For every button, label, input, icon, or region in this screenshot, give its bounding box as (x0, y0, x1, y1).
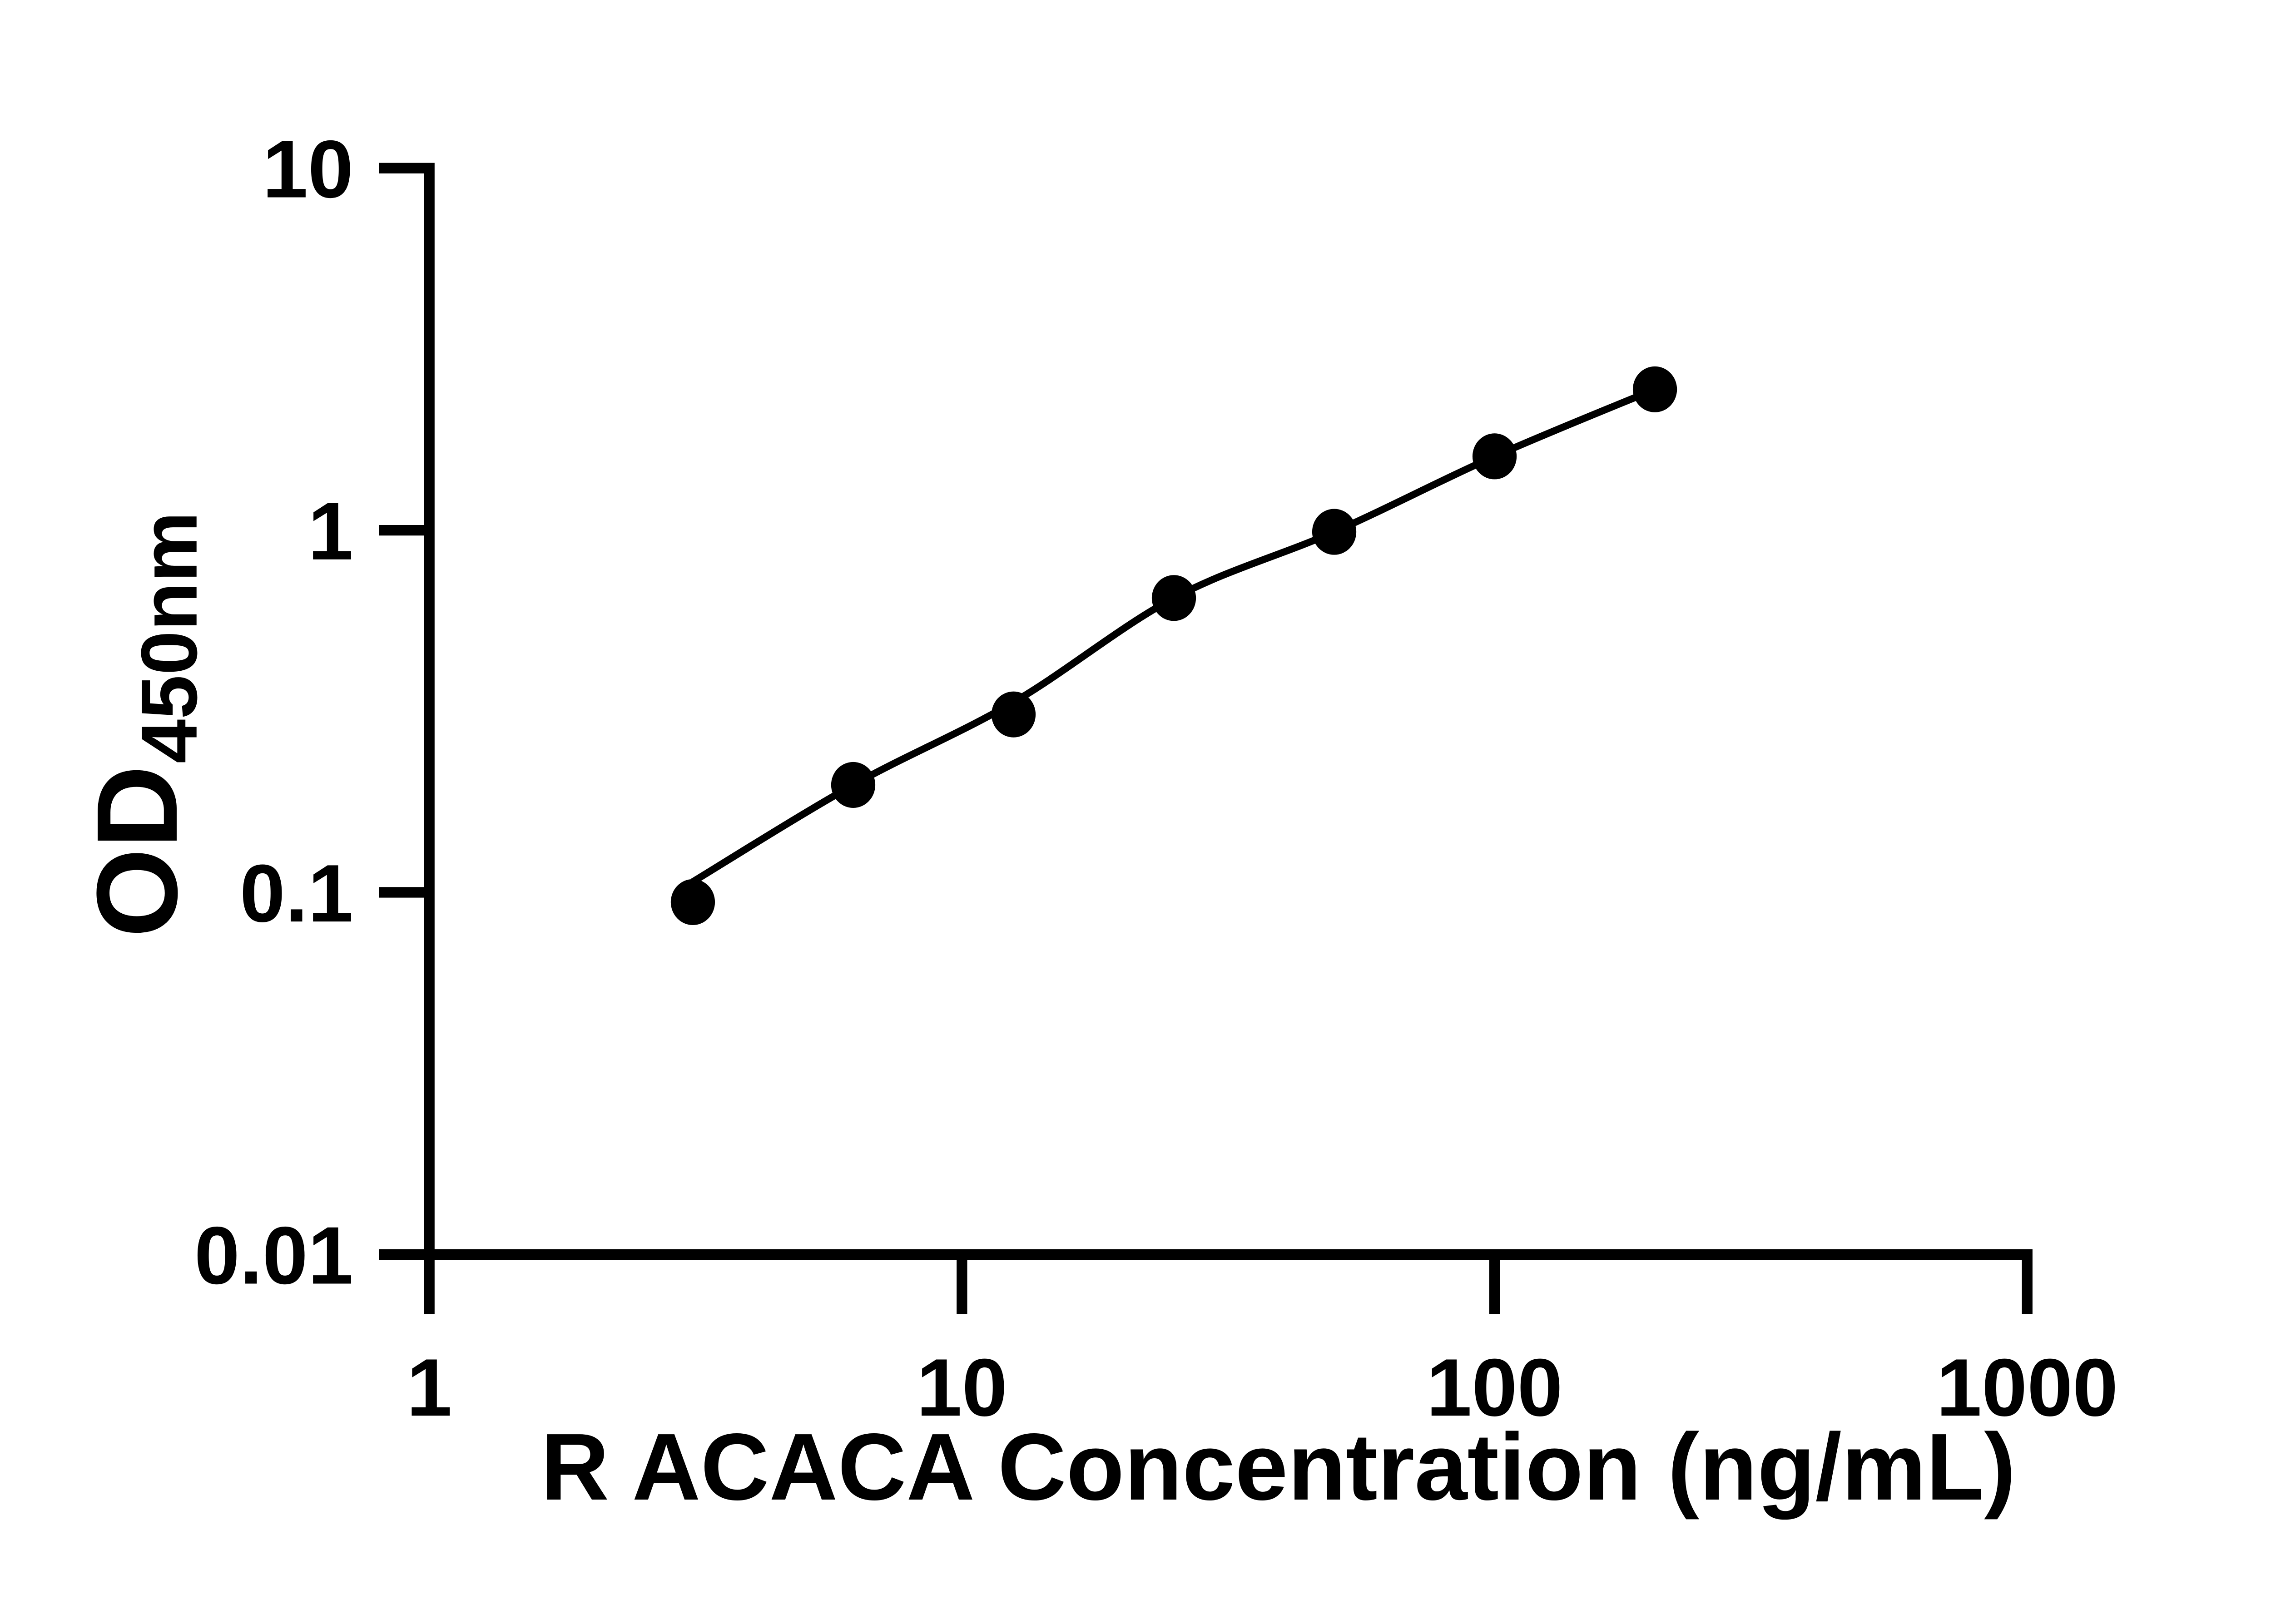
axes (379, 163, 2033, 1314)
data-point-marker (991, 691, 1036, 738)
y-tick-label: 1 (308, 486, 353, 577)
x-tick-label: 1 (407, 1342, 452, 1433)
y-axis-title: OD 450nm (73, 511, 214, 937)
y-axis-title-main: OD (73, 765, 201, 937)
data-point-marker (670, 879, 715, 925)
y-tick-label: 0.1 (240, 848, 353, 939)
data-series (670, 366, 1677, 925)
data-point-marker (1472, 433, 1517, 480)
x-tick-label: 1000 (1936, 1342, 2118, 1433)
data-point-marker (1632, 366, 1677, 412)
x-tick-label: 10 (917, 1342, 1007, 1433)
x-tick-label: 100 (1426, 1342, 1562, 1433)
x-axis-title: R ACACA Concentration (ng/mL) (540, 1414, 2016, 1520)
data-point-marker (831, 762, 876, 808)
data-point-marker (1151, 575, 1196, 621)
y-axis-title-subscript: 450nm (125, 511, 214, 763)
y-tick-label: 10 (263, 124, 353, 215)
tick-labels: 10 1 0.1 0.01 1 10 100 1000 (194, 124, 2118, 1433)
data-point-marker (1312, 509, 1357, 555)
y-tick-label: 0.01 (194, 1210, 353, 1302)
